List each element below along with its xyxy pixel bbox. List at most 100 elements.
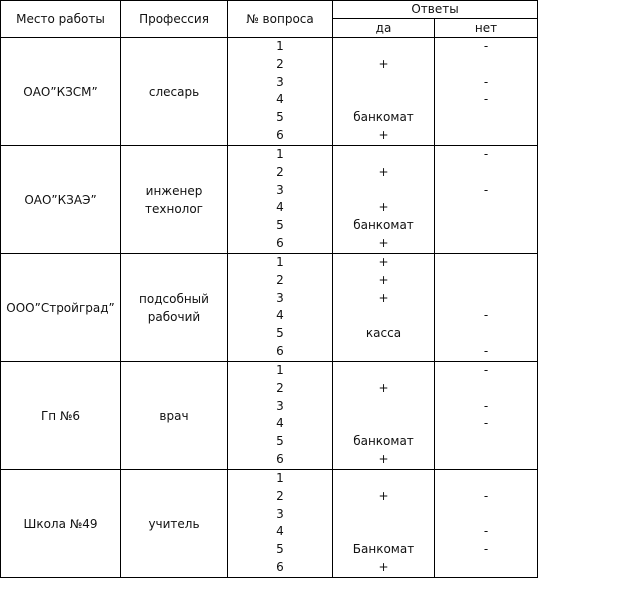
table-row: Гп №6 врач 1 2 3 4 5 6 + банкомат + - - - [0, 361, 538, 470]
answer-yes [333, 91, 434, 109]
answer-no [435, 272, 537, 290]
answer-no [435, 433, 537, 451]
table-row: ОАО”КЗАЭ” инженер технолог 1 2 3 4 5 6 + + банкома… [0, 145, 538, 254]
question-number: 2 [276, 380, 284, 395]
question-number: 1 [276, 363, 284, 377]
answer-no [435, 559, 537, 577]
answer-yes: + [378, 128, 389, 143]
answer-yes [333, 343, 434, 361]
answer-yes [333, 182, 434, 200]
workplace-cell: Школа №49 [0, 469, 121, 578]
question-number: 5 [276, 110, 284, 125]
answer-no: - [483, 416, 489, 431]
answer-yes: банкомат [353, 110, 414, 125]
question-number: 6 [276, 236, 284, 251]
answer-no [435, 217, 537, 235]
question-number: 6 [276, 452, 284, 467]
answer-no: - [483, 542, 489, 557]
answer-no: - [483, 488, 489, 503]
answer-yes-cell: + + банкомат + [332, 145, 435, 254]
question-number: 3 [276, 290, 284, 305]
answer-no-cell: -- [434, 253, 538, 362]
question-number-cell: 1 2 3 4 5 6 [227, 469, 333, 578]
survey-table: Место работы Профессия № вопроса Ответы … [0, 0, 538, 578]
table-row: ООО”Стройград” подсобный рабочий 1 2 3 4 5 6 + + +… [0, 253, 538, 362]
answer-yes: банкомат [353, 218, 414, 233]
question-number: 6 [276, 344, 284, 359]
question-number: 2 [276, 164, 284, 179]
header-no: нет [434, 18, 538, 38]
answer-no [435, 56, 537, 74]
answer-no: - [483, 308, 489, 323]
answer-no: - [483, 182, 489, 197]
question-number: 5 [276, 326, 284, 341]
answer-no: - [483, 398, 489, 413]
answer-yes [333, 146, 434, 164]
workplace-cell: ОАО”КЗАЭ” [0, 145, 121, 254]
question-number: 3 [276, 506, 284, 521]
answer-yes [333, 307, 434, 325]
question-number: 5 [276, 542, 284, 557]
answer-no [435, 506, 537, 524]
answer-no [435, 451, 537, 469]
answer-yes: + [378, 290, 389, 305]
profession-cell: учитель [120, 469, 228, 578]
answer-no [435, 199, 537, 217]
table-body: ОАО”КЗСМ” слесарь 1 2 3 4 5 6 + банкомат + - - - ОАО”К… [0, 37, 538, 578]
answer-yes: + [378, 164, 389, 179]
answer-no: - [483, 147, 489, 161]
answer-yes: + [378, 272, 389, 287]
question-number: 5 [276, 434, 284, 449]
question-number: 3 [276, 398, 284, 413]
answer-no [435, 109, 537, 127]
answer-no: - [483, 39, 489, 53]
answer-yes: + [378, 236, 389, 251]
question-number-cell: 1 2 3 4 5 6 [227, 145, 333, 254]
question-number: 2 [276, 56, 284, 71]
answer-no-cell: - - - [434, 361, 538, 470]
answer-no: - [483, 363, 489, 377]
question-number: 1 [276, 39, 284, 53]
question-number: 4 [276, 200, 284, 215]
answer-no: - [483, 344, 489, 359]
question-number: 1 [276, 471, 284, 485]
answer-yes [333, 398, 434, 416]
question-number-cell: 1 2 3 4 5 6 [227, 361, 333, 470]
header-yes: да [332, 18, 435, 38]
profession-cell: инженер технолог [120, 145, 228, 254]
answer-yes: + [378, 452, 389, 467]
answer-no-cell: -- [434, 145, 538, 254]
question-number: 4 [276, 92, 284, 107]
answer-no [435, 164, 537, 182]
answer-yes-cell: + банкомат + [332, 361, 435, 470]
question-number: 2 [276, 272, 284, 287]
answer-yes: Банкомат [352, 542, 415, 557]
profession-cell: подсобный рабочий [120, 253, 228, 362]
question-number: 1 [276, 255, 284, 269]
answer-yes: + [378, 380, 389, 395]
answer-yes: + [378, 200, 389, 215]
table-row: Школа №49 учитель 1 2 3 4 5 6 + Банкомат + - - - [0, 469, 538, 578]
answer-no [435, 325, 537, 343]
question-number: 6 [276, 560, 284, 575]
question-number: 4 [276, 416, 284, 431]
workplace-cell: ООО”Стройград” [0, 253, 121, 362]
answer-yes: + [378, 488, 389, 503]
answer-yes [333, 415, 434, 433]
answer-no: - [483, 92, 489, 107]
workplace-cell: ОАО”КЗСМ” [0, 37, 121, 146]
answer-no [435, 127, 537, 145]
answer-yes-cell: + + + касса [332, 253, 435, 362]
answer-no-cell: - - - [434, 469, 538, 578]
question-number: 1 [276, 147, 284, 161]
answer-no [435, 235, 537, 253]
answer-yes [333, 362, 434, 380]
table-row: ОАО”КЗСМ” слесарь 1 2 3 4 5 6 + банкомат + - - - [0, 37, 538, 146]
question-number: 5 [276, 218, 284, 233]
header-profession: Профессия [120, 0, 228, 38]
answer-no [435, 470, 537, 488]
answer-yes [333, 506, 434, 524]
header-answers: Ответы [332, 0, 538, 19]
answer-no [435, 380, 537, 398]
answer-no: - [483, 74, 489, 89]
